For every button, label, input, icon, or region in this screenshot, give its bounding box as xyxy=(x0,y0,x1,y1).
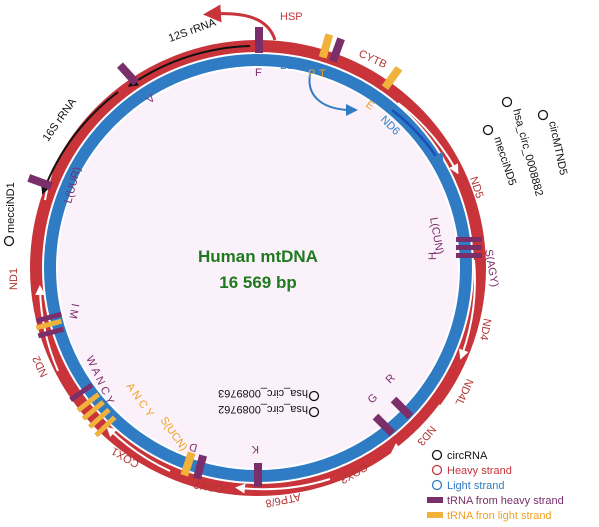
circrna-marker-hsa-0089762 xyxy=(308,406,320,418)
trna-bar-i xyxy=(35,311,63,324)
label-lsp: LSP xyxy=(280,60,301,72)
trna-bar-luur xyxy=(27,174,53,190)
trna-bar-y xyxy=(94,415,117,438)
diagram-title: Human mtDNA xyxy=(198,247,318,266)
circrna-hsa-0089763: hsa_circ_0089763 xyxy=(218,387,308,399)
trna-bar-e xyxy=(381,65,403,91)
trna-bar-q xyxy=(35,318,63,331)
circrna-marker-meccind1 xyxy=(3,235,15,247)
trna-bar-g xyxy=(372,413,396,437)
trna-label-im: I M xyxy=(66,302,80,319)
circrna-meccind1: mecciND1 xyxy=(5,182,17,233)
trna-bar-h-2 xyxy=(456,245,482,250)
trna-label-h: H xyxy=(427,252,439,260)
circrna-marker-meccind5 xyxy=(482,124,494,136)
gene-nd4: ND4 xyxy=(477,317,493,341)
rrna-arrows xyxy=(41,45,251,195)
gene-nd2: ND2 xyxy=(31,354,51,379)
legend-marker-light xyxy=(431,479,443,491)
hsp-promoter-arrow xyxy=(203,4,277,41)
legend-marker-trna-light xyxy=(427,512,443,518)
legend-marker-trna-heavy xyxy=(427,497,443,503)
trna-bar-n xyxy=(81,400,105,421)
trna-bar-p xyxy=(318,33,334,59)
trna-bar-k xyxy=(254,463,262,487)
trna-bar-r xyxy=(390,396,414,420)
lsp-promoter-arrow xyxy=(308,73,358,116)
trna-bar-v xyxy=(116,62,140,86)
legend-circrna: circRNA xyxy=(447,450,488,462)
legend: circRNA Heavy strand Light strand tRNA f… xyxy=(427,449,564,522)
trna-label-t: T xyxy=(319,68,326,80)
label-hsp: HSP xyxy=(280,11,303,23)
trna-bar-w xyxy=(69,382,94,402)
trna-label-f: F xyxy=(255,67,262,79)
trna-bar-h-1 xyxy=(456,237,482,242)
trna-label-k: K xyxy=(251,443,259,455)
gene-cox2: COX2 xyxy=(193,478,225,495)
inner-disc xyxy=(58,68,458,468)
legend-marker-heavy xyxy=(431,464,443,476)
circrna-circmtnd5: circMTND5 xyxy=(546,120,569,176)
diagram-subtitle: 16 569 bp xyxy=(219,273,297,292)
trna-label-p: P xyxy=(308,68,315,80)
trna-bar-a xyxy=(76,392,101,413)
circrna-meccind5: mecciND5 xyxy=(491,135,518,187)
legend-heavy-strand: Heavy strand xyxy=(447,465,512,477)
circrna-marker-hsa-0008882 xyxy=(501,96,513,108)
trna-bar-d xyxy=(193,454,207,480)
trna-bar-t xyxy=(329,37,345,63)
legend-trna-light: tRNA fron light strand xyxy=(447,510,552,522)
legend-trna-heavy: tRNA from heavy strand xyxy=(447,495,564,507)
legend-marker-circrna xyxy=(431,449,443,461)
gene-nd1: ND1 xyxy=(8,268,20,290)
label-12s-rrna: 12S rRNA xyxy=(167,16,218,44)
trna-bar-h-3 xyxy=(456,253,482,258)
trna-label-d: D xyxy=(188,440,199,454)
trna-bar-f xyxy=(255,27,263,53)
heavy-transcript-arrows xyxy=(35,102,476,494)
circrna-marker-circmtnd5 xyxy=(537,109,549,121)
nd6-light-arrow xyxy=(391,109,445,169)
circrna-hsa-0089762: hsa_circ_0089762 xyxy=(218,403,308,415)
trna-bar-sucn xyxy=(180,451,196,477)
circrna-marker-hsa-0089763 xyxy=(308,390,320,402)
legend-light-strand: Light strand xyxy=(447,480,504,492)
trna-bars xyxy=(27,27,482,487)
trna-bar-m xyxy=(37,326,65,339)
trna-bar-c xyxy=(88,407,111,429)
